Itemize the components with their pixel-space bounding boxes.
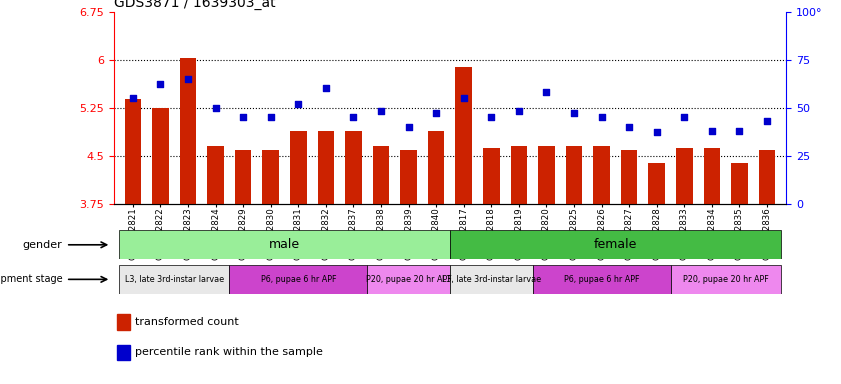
Bar: [117, 314, 130, 329]
Bar: [117, 345, 130, 360]
Text: gender: gender: [23, 240, 62, 250]
Point: [540, 89, 553, 95]
Point: [650, 129, 664, 136]
Bar: [532, 265, 670, 294]
Point: [484, 114, 498, 120]
Bar: [124, 99, 141, 204]
Bar: [648, 163, 665, 204]
Point: [568, 110, 581, 116]
Bar: [483, 148, 500, 204]
Point: [457, 95, 470, 101]
Text: L3, late 3rd-instar larvae: L3, late 3rd-instar larvae: [442, 275, 541, 284]
Text: percentile rank within the sample: percentile rank within the sample: [135, 348, 323, 358]
Bar: [704, 148, 720, 204]
Bar: [670, 265, 780, 294]
Text: development stage: development stage: [0, 274, 62, 285]
Bar: [207, 146, 224, 204]
Bar: [180, 58, 196, 204]
Point: [402, 124, 415, 130]
Point: [319, 85, 332, 91]
Point: [512, 108, 526, 114]
Bar: [318, 131, 334, 204]
Bar: [368, 265, 450, 294]
Bar: [510, 146, 527, 204]
Bar: [428, 131, 444, 204]
Text: GDS3871 / 1639303_at: GDS3871 / 1639303_at: [114, 0, 275, 10]
Bar: [290, 131, 307, 204]
Bar: [456, 67, 472, 204]
Text: P20, pupae 20 hr APF: P20, pupae 20 hr APF: [683, 275, 769, 284]
Bar: [119, 230, 450, 259]
Point: [678, 114, 691, 120]
Bar: [373, 146, 389, 204]
Point: [346, 114, 360, 120]
Text: P6, pupae 6 hr APF: P6, pupae 6 hr APF: [261, 275, 336, 284]
Point: [622, 124, 636, 130]
Bar: [538, 146, 555, 204]
Point: [182, 76, 195, 82]
Point: [209, 104, 222, 111]
Text: transformed count: transformed count: [135, 317, 239, 327]
Point: [760, 118, 774, 124]
Bar: [731, 163, 748, 204]
Point: [154, 81, 167, 88]
Bar: [262, 151, 279, 204]
Bar: [566, 146, 582, 204]
Text: L3, late 3rd-instar larvae: L3, late 3rd-instar larvae: [124, 275, 224, 284]
Text: P20, pupae 20 hr APF: P20, pupae 20 hr APF: [366, 275, 452, 284]
Bar: [676, 148, 693, 204]
Bar: [450, 230, 780, 259]
Point: [126, 95, 140, 101]
Point: [374, 108, 388, 114]
Point: [595, 114, 608, 120]
Text: male: male: [269, 238, 300, 251]
Bar: [593, 146, 610, 204]
Bar: [345, 131, 362, 204]
Bar: [450, 265, 532, 294]
Point: [264, 114, 278, 120]
Bar: [400, 151, 417, 204]
Point: [292, 101, 305, 107]
Point: [236, 114, 250, 120]
Point: [705, 127, 718, 134]
Bar: [759, 151, 775, 204]
Text: P6, pupae 6 hr APF: P6, pupae 6 hr APF: [563, 275, 639, 284]
Bar: [230, 265, 368, 294]
Point: [430, 110, 443, 116]
Point: [733, 127, 746, 134]
Bar: [621, 151, 637, 204]
Text: female: female: [594, 238, 637, 251]
Bar: [235, 151, 251, 204]
Bar: [119, 265, 230, 294]
Bar: [152, 108, 169, 204]
